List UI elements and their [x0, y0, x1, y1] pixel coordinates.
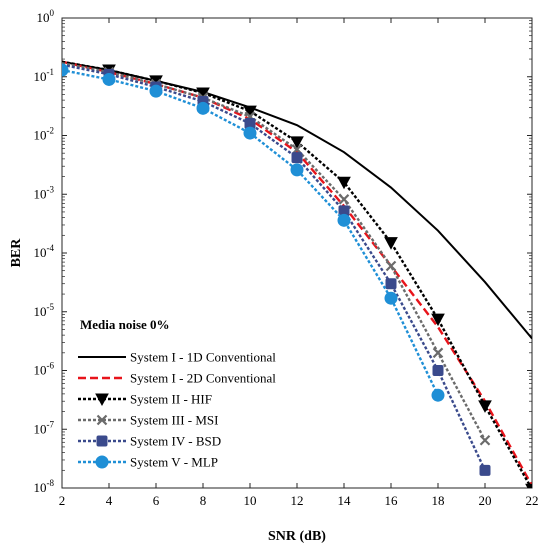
x-tick-label: 14 [338, 493, 352, 508]
legend-label: System II - HIF [130, 392, 212, 407]
series-4-point [385, 260, 397, 272]
legend-item-3: System II - HIF [78, 392, 212, 407]
series-3-point [243, 105, 257, 119]
x-tick-label: 2 [59, 493, 66, 508]
marker-stroke [96, 414, 108, 426]
series-3-point [290, 136, 304, 149]
legend-item-2: System I - 2D Conventional [78, 371, 276, 386]
series-5-point [432, 365, 444, 376]
x-tick-label: 12 [291, 493, 304, 508]
legend-swatch-marker [96, 435, 108, 447]
series-3 [62, 60, 532, 488]
marker-stroke [479, 434, 491, 446]
y-tick-label: 10-1 [34, 67, 55, 84]
series-5-point [291, 152, 303, 164]
marker-stroke [338, 194, 350, 205]
series-1 [62, 60, 532, 340]
legend-item-6: System V - MLP [78, 455, 218, 470]
y-tick-label: 10-4 [34, 243, 55, 260]
legend-swatch-marker [95, 455, 109, 469]
series-4-point [479, 434, 491, 446]
series-6-point [384, 291, 398, 305]
legend-swatch-marker [95, 393, 109, 407]
marker-stroke [385, 260, 397, 272]
x-tick-label: 22 [526, 493, 539, 508]
series-6-point [431, 388, 445, 402]
series-3-point [478, 400, 492, 413]
series-5-point [479, 464, 491, 476]
series-3-point [431, 313, 445, 327]
series-6-point [337, 213, 351, 227]
y-tick-label: 10-7 [34, 419, 55, 436]
series-6-point [196, 101, 210, 115]
legend-swatch-marker [96, 414, 108, 426]
series-4-point [338, 194, 350, 205]
series-5-point [385, 278, 397, 290]
series-6-point [102, 72, 116, 86]
x-tick-label: 18 [432, 493, 445, 508]
series-6-point [290, 163, 304, 177]
series-6-point [149, 84, 163, 98]
x-tick-label: 20 [479, 493, 492, 508]
series-4-line [62, 62, 487, 441]
legend-title: Media noise 0% [80, 317, 170, 332]
y-tick-label: 100 [37, 8, 55, 25]
legend-item-1: System I - 1D Conventional [78, 350, 276, 365]
y-tick-label: 10-2 [34, 126, 55, 143]
y-axis-label: BER [9, 238, 24, 268]
x-axis-label: SNR (dB) [268, 529, 326, 544]
marker-stroke [432, 347, 444, 359]
y-tick-label: 10-3 [34, 184, 55, 201]
series-3-point [384, 237, 398, 250]
series-5-line [62, 63, 487, 471]
x-tick-label: 16 [385, 493, 399, 508]
series-1-line [62, 60, 532, 340]
plot-area [61, 17, 533, 489]
x-tick-label: 6 [153, 493, 160, 508]
y-tick-label: 10-6 [34, 361, 55, 378]
series-3-point [525, 483, 532, 488]
legend: Media noise 0% System I - 1D Conventional… [78, 317, 276, 470]
series-6-point [62, 63, 69, 77]
series-layer [62, 60, 532, 488]
series-6 [62, 63, 445, 402]
legend-label: System IV - BSD [130, 434, 221, 449]
legend-label: System I - 2D Conventional [130, 371, 276, 386]
legend-item-5: System IV - BSD [78, 434, 221, 449]
y-tick-label: 10-5 [34, 302, 55, 319]
x-tick-label: 10 [244, 493, 257, 508]
series-4-point [432, 347, 444, 359]
legend-label: System I - 1D Conventional [130, 350, 276, 365]
series-3-point [337, 176, 351, 190]
x-tick-label: 8 [200, 493, 207, 508]
legend-label: System V - MLP [130, 455, 218, 470]
legend-item-4: System III - MSI [78, 413, 218, 428]
series-6-point [243, 126, 257, 140]
x-tick-label: 4 [106, 493, 113, 508]
y-tick-label: 10-8 [34, 478, 55, 495]
legend-label: System III - MSI [130, 413, 218, 428]
axes: 2 4 6 8 10 12 14 16 18 20 22 100 10-1 10-2 10-3 10-4 10-… [34, 8, 539, 508]
